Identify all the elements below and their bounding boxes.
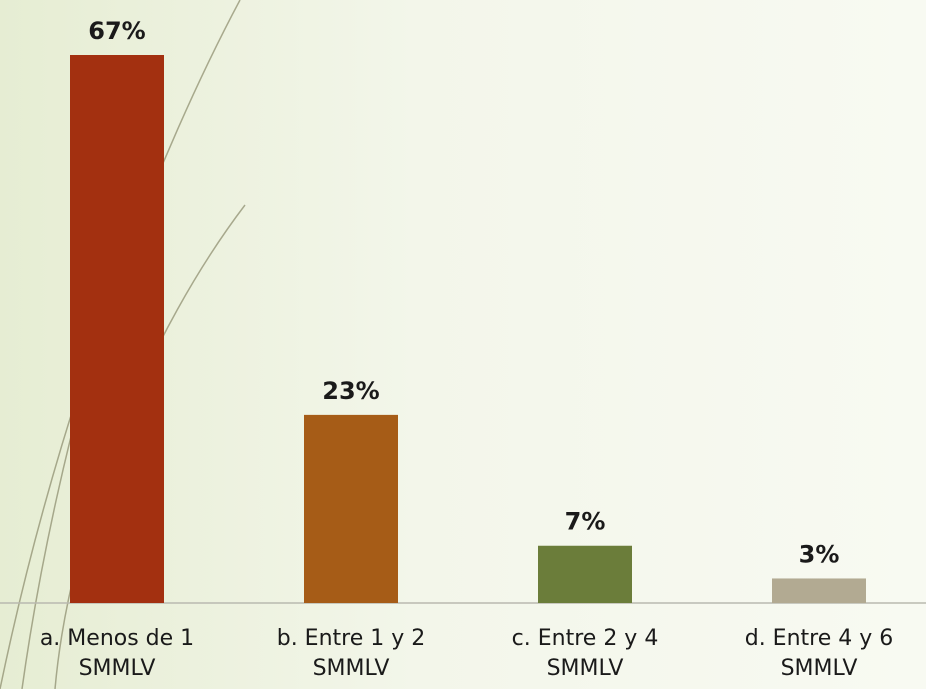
bar <box>538 545 632 603</box>
value-label: 67% <box>88 17 145 45</box>
x-tick-label: b. Entre 1 y 2 SMMLV <box>276 626 426 681</box>
x-tick-label: a. Menos de 1 SMMLV <box>39 626 195 681</box>
bar <box>304 414 398 603</box>
x-tick-label: c. Entre 2 y 4 SMMLV <box>511 626 659 681</box>
bar <box>772 578 866 603</box>
x-tick-label: d. Entre 4 y 6 SMMLV <box>744 626 894 681</box>
bar <box>70 55 164 603</box>
value-label: 3% <box>799 540 840 568</box>
value-label: 7% <box>565 508 606 536</box>
value-label: 23% <box>322 377 379 405</box>
